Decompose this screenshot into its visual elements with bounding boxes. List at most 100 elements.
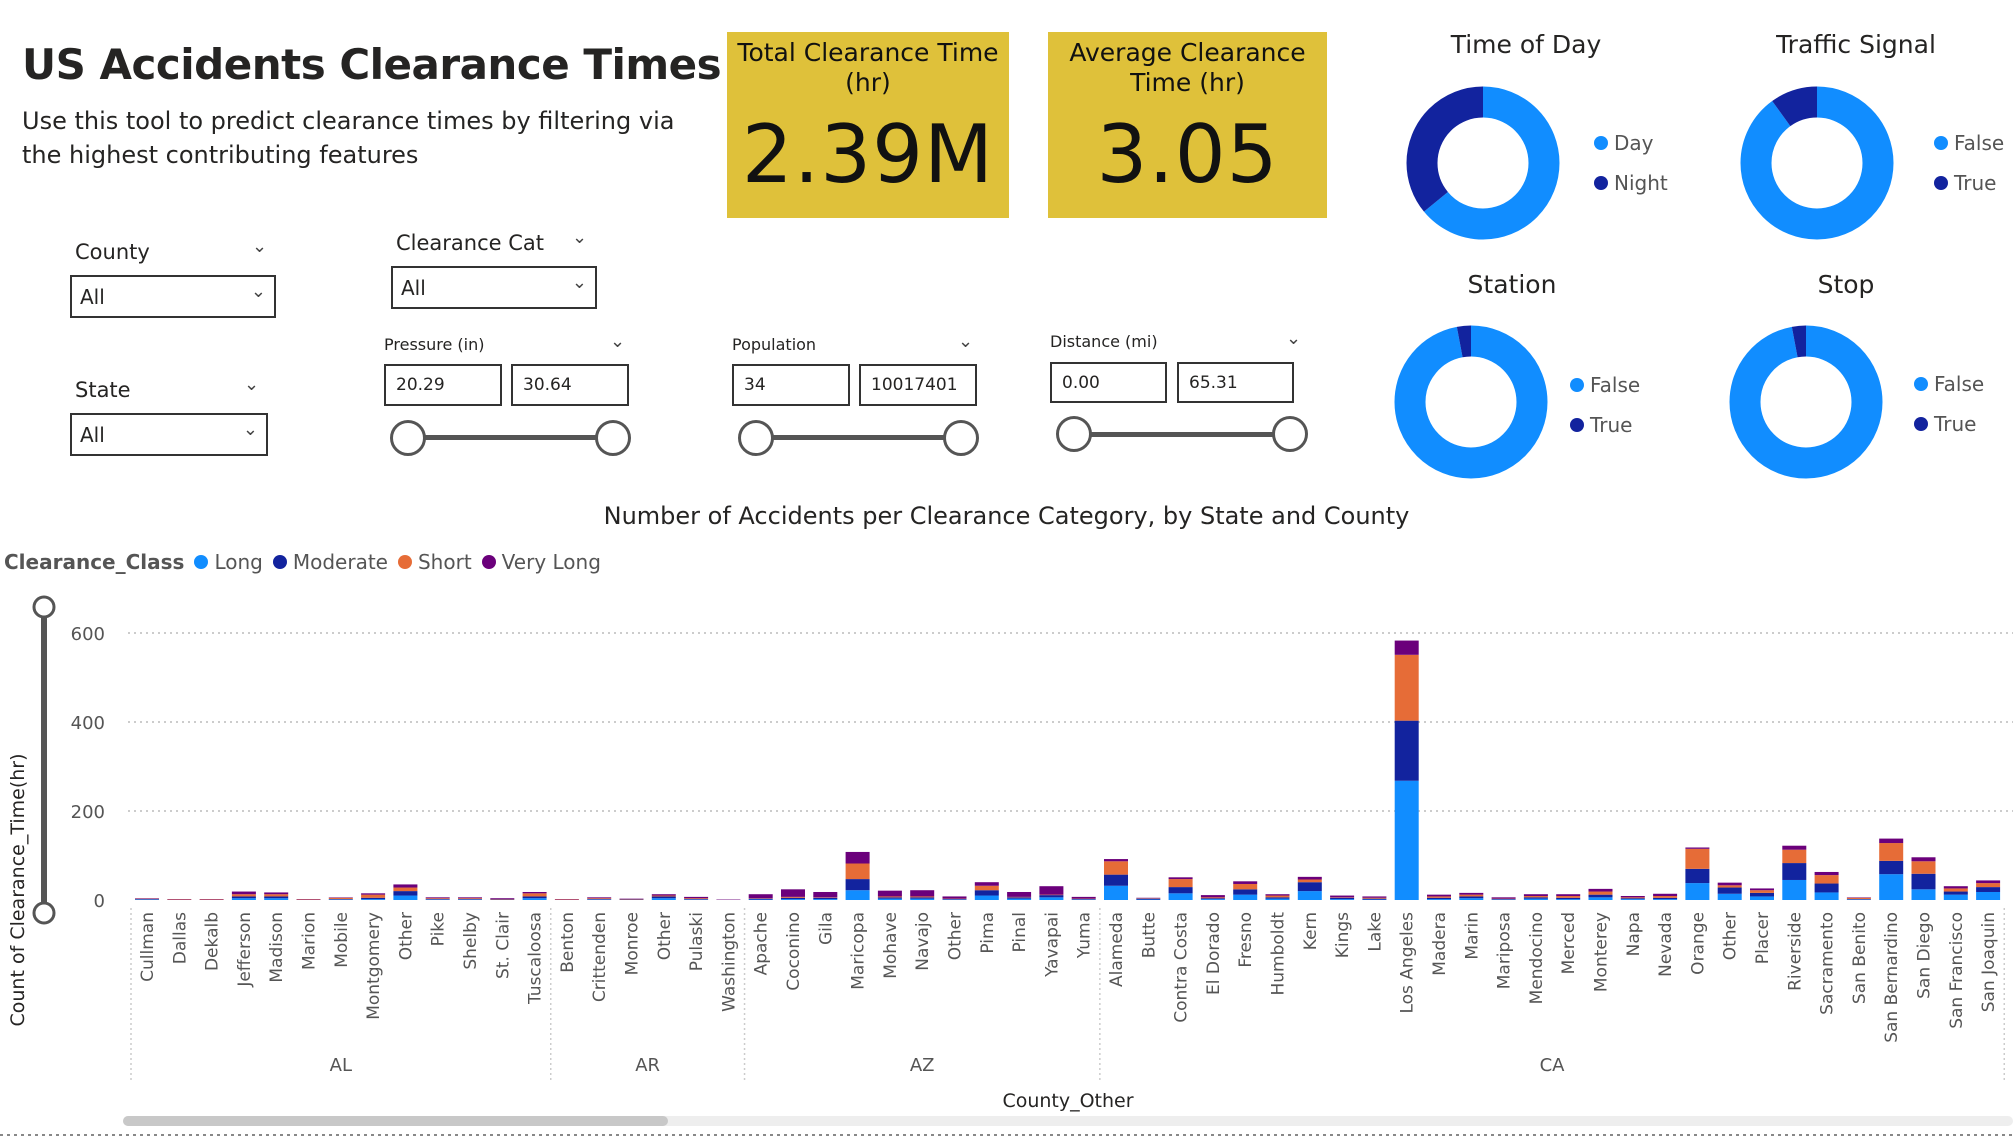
donut-slice-false[interactable] <box>1729 325 1883 479</box>
bar-segment-short[interactable] <box>684 898 709 900</box>
bar-segment-moderate[interactable] <box>1104 874 1128 886</box>
bar-segment-short[interactable] <box>458 898 482 900</box>
bar-segment-very-long[interactable] <box>1297 876 1322 880</box>
bar-segment-long[interactable] <box>1265 898 1290 900</box>
bar-segment-long[interactable] <box>1168 893 1193 900</box>
bar-segment-moderate[interactable] <box>1168 887 1193 894</box>
legend-very-long[interactable]: Very Long <box>501 550 601 574</box>
bar-segment-long[interactable] <box>1653 899 1678 900</box>
legend-short[interactable]: Short <box>417 550 472 574</box>
bar-segment-short[interactable] <box>1168 879 1193 888</box>
bar-segment-short[interactable] <box>1782 849 1807 864</box>
bar-segment-long[interactable] <box>974 895 999 900</box>
legend-traffic-true[interactable]: True <box>1934 171 1996 195</box>
bar-segment-very-long[interactable] <box>1782 845 1807 850</box>
bar-segment-very-long[interactable] <box>1394 640 1419 655</box>
bar-segment-very-long[interactable] <box>264 892 289 895</box>
bar-segment-short[interactable] <box>974 885 999 891</box>
legend-station-true[interactable]: True <box>1570 413 1632 437</box>
traffic-signal-donut[interactable] <box>1737 83 1897 243</box>
bar-segment-short[interactable] <box>1911 861 1936 874</box>
bar-segment-long[interactable] <box>1233 894 1258 900</box>
bar-segment-moderate[interactable] <box>748 898 773 900</box>
bar-segment-long[interactable] <box>1427 899 1451 900</box>
bar-segment-short[interactable] <box>1814 875 1839 884</box>
bar-segment-very-long[interactable] <box>1588 888 1613 892</box>
stop-donut[interactable] <box>1726 322 1886 482</box>
bar-segment-very-long[interactable] <box>490 898 515 900</box>
bar-segment-very-long[interactable] <box>974 882 999 886</box>
bar-segment-long[interactable] <box>1976 891 2001 900</box>
distance-chevron-down-icon[interactable]: ⌄ <box>1286 328 1302 349</box>
bar-segment-very-long[interactable] <box>1943 886 1968 889</box>
bar-segment-moderate[interactable] <box>1976 887 2001 892</box>
pressure-slider-track[interactable] <box>408 435 613 440</box>
pressure-slider-max-handle[interactable] <box>595 420 631 456</box>
bar-segment-moderate[interactable] <box>1653 897 1678 900</box>
bar-segment-short[interactable] <box>651 895 676 897</box>
bar-segment-long[interactable] <box>1459 898 1484 900</box>
population-slider-track[interactable] <box>756 435 961 440</box>
population-slider-min-handle[interactable] <box>738 420 774 456</box>
bar-segment-very-long[interactable] <box>1814 871 1839 876</box>
population-max-input[interactable]: 10017401 <box>859 364 977 406</box>
bar-segment-short[interactable] <box>1556 895 1581 898</box>
bar-segment-moderate[interactable] <box>1007 897 1032 899</box>
bar-segment-short[interactable] <box>910 896 935 898</box>
bar-segment-moderate[interactable] <box>393 891 418 896</box>
bar-segment-short[interactable] <box>845 863 870 880</box>
bar-segment-short[interactable] <box>231 894 256 897</box>
bar-segment-long[interactable] <box>1814 892 1839 900</box>
county-chevron-down-icon[interactable]: ⌄ <box>252 236 268 257</box>
bar-segment-moderate[interactable] <box>877 897 902 899</box>
bar-segment-short[interactable] <box>1750 890 1774 893</box>
bar-segment-very-long[interactable] <box>1071 896 1096 899</box>
bar-segment-very-long[interactable] <box>1911 857 1936 862</box>
bar-segment-long[interactable] <box>1007 898 1032 900</box>
bar-segment-very-long[interactable] <box>458 897 482 899</box>
bar-segment-very-long[interactable] <box>393 884 418 888</box>
distance-slider-track[interactable] <box>1074 432 1290 437</box>
bar-segment-moderate[interactable] <box>1750 892 1774 897</box>
bar-segment-very-long[interactable] <box>1879 838 1904 844</box>
bar-segment-short[interactable] <box>1976 883 2001 888</box>
bar-segment-very-long[interactable] <box>748 894 773 899</box>
bar-segment-long[interactable] <box>264 898 289 900</box>
bar-segment-moderate[interactable] <box>1556 897 1581 900</box>
bar-segment-long[interactable] <box>781 899 805 900</box>
bar-segment-long[interactable] <box>522 898 547 900</box>
bar-segment-short[interactable] <box>1523 895 1548 898</box>
bar-segment-moderate[interactable] <box>1394 720 1419 781</box>
bar-segment-long[interactable] <box>1943 894 1968 900</box>
bar-segment-long[interactable] <box>845 890 870 900</box>
donut-slice-true[interactable] <box>1394 325 1548 479</box>
bar-segment-moderate[interactable] <box>813 897 838 900</box>
bar-segment-long[interactable] <box>877 898 902 900</box>
bar-segment-short[interactable] <box>1717 885 1742 888</box>
y-zoom-slider-bottom-handle[interactable] <box>32 901 56 925</box>
bar-segment-short[interactable] <box>361 894 386 898</box>
bar-segment-very-long[interactable] <box>1168 877 1193 880</box>
bar-segment-moderate[interactable] <box>1717 887 1742 894</box>
bar-segment-very-long[interactable] <box>231 891 256 895</box>
pressure-slider-min-handle[interactable] <box>390 420 426 456</box>
bar-segment-moderate[interactable] <box>264 896 289 899</box>
distance-min-input[interactable]: 0.00 <box>1050 362 1167 403</box>
bar-segment-short[interactable] <box>1104 861 1128 875</box>
bar-segment-short[interactable] <box>1233 883 1258 890</box>
bar-segment-very-long[interactable] <box>1104 859 1128 862</box>
bar-segment-very-long[interactable] <box>1459 892 1484 895</box>
bar-segment-short[interactable] <box>1394 654 1419 721</box>
bar-segment-moderate[interactable] <box>231 896 256 899</box>
y-zoom-slider-track[interactable] <box>41 605 47 907</box>
bar-segment-very-long[interactable] <box>1717 882 1742 886</box>
bar-segment-long[interactable] <box>1879 874 1904 900</box>
donut-slice-true[interactable] <box>1729 325 1883 479</box>
bar-segment-moderate[interactable] <box>1943 891 1968 895</box>
donut-slice-false[interactable] <box>1740 86 1894 240</box>
bar-segment-moderate[interactable] <box>1879 860 1904 875</box>
bar-segment-short[interactable] <box>587 898 612 900</box>
bar-segment-long[interactable] <box>1200 899 1225 900</box>
bar-segment-moderate[interactable] <box>1265 897 1290 899</box>
bar-segment-very-long[interactable] <box>1976 880 2001 884</box>
